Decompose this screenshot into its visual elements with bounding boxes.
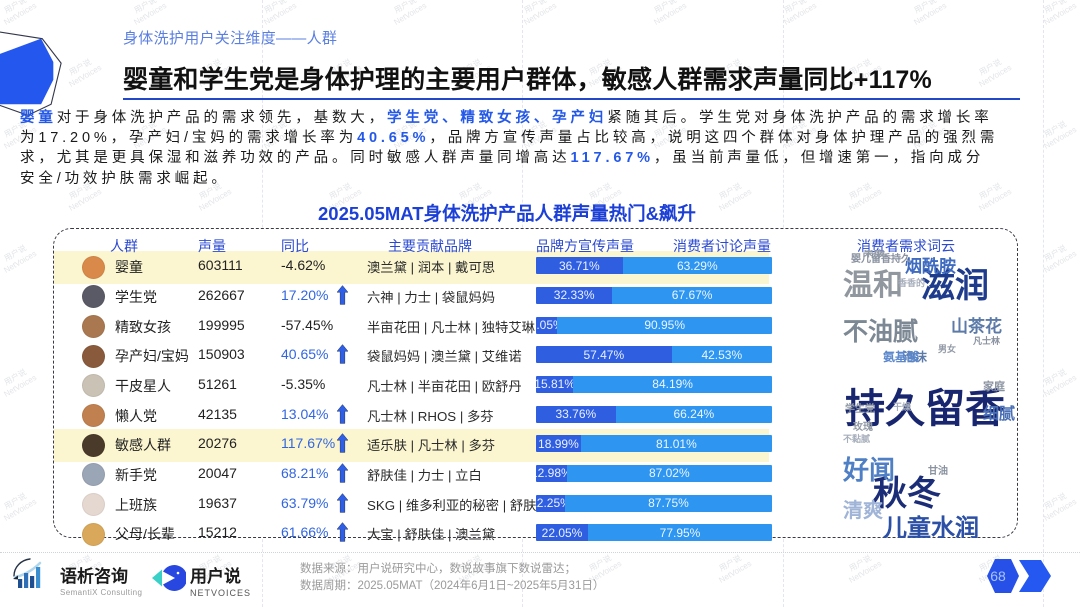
- svg-text:68: 68: [990, 568, 1006, 584]
